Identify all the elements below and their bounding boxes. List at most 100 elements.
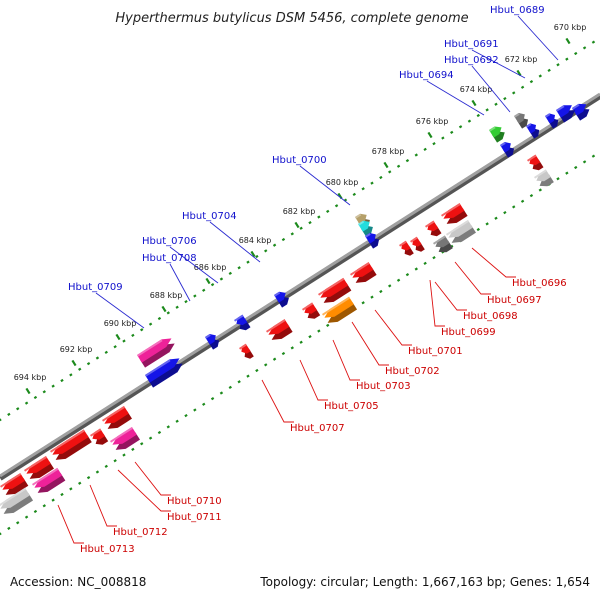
gene-hbut-0691b[interactable] [545, 111, 561, 129]
tick-dot [361, 187, 365, 191]
tick-dot [308, 221, 312, 225]
tick-dot [352, 192, 356, 197]
gene-hbut-0690[interactable] [556, 101, 578, 123]
gene-hbut-0712b-highlight [24, 456, 48, 472]
gene-hbut-0707[interactable] [239, 343, 254, 361]
gene-hbut-0697[interactable] [446, 220, 476, 247]
gene-label-reverse[interactable]: Hbut_0707 [290, 423, 345, 434]
gene-label-reverse[interactable]: Hbut_0713 [80, 544, 135, 555]
gene-hbut-0696a[interactable] [527, 154, 544, 173]
gene-hbut-0699-highlight [410, 236, 418, 243]
tick-dot [388, 284, 392, 288]
gene-label-reverse[interactable]: Hbut_0701 [408, 346, 463, 357]
gene-hbut-0692[interactable] [514, 111, 530, 129]
gene-label-reverse[interactable]: Hbut_0712 [113, 527, 168, 538]
gene-hbut-0706[interactable] [234, 314, 251, 333]
tick-dot [184, 299, 188, 304]
gene-label-reverse[interactable]: Hbut_0702 [385, 366, 440, 377]
tick-dot [379, 175, 383, 180]
gene-hbut-0712b[interactable] [24, 456, 54, 483]
gene-hbut-0713a[interactable] [0, 473, 29, 499]
gene-hbut-0713b[interactable] [0, 487, 34, 518]
tick-dot [264, 249, 268, 253]
gene-labels: Hbut_0689 Hbut_0691 Hbut_0692 Hbut_0694 Hbut… [68, 5, 567, 555]
gene-hbut-0708[interactable] [205, 332, 221, 350]
gene-hbut-0711b[interactable] [90, 428, 109, 448]
gene-hbut-0711[interactable] [110, 427, 140, 454]
gene-label-forward[interactable]: Hbut_0704 [182, 211, 237, 222]
tick-dot [290, 346, 294, 350]
leader-line [454, 261, 491, 295]
gene-hbut-0703[interactable] [322, 296, 358, 327]
tick-dot [529, 194, 534, 198]
gene-label-reverse[interactable]: Hbut_0711 [167, 512, 222, 523]
gene-label-reverse[interactable]: Hbut_0705 [324, 401, 379, 412]
gene-label-reverse[interactable]: Hbut_0703 [356, 381, 411, 392]
tick-dot [317, 329, 321, 333]
gene-label-reverse[interactable]: Hbut_0697 [487, 295, 542, 306]
gene-hbut-0701[interactable] [350, 262, 377, 286]
tick-dot [219, 391, 224, 395]
tick-dot [388, 170, 392, 174]
gene-label-forward[interactable]: Hbut_0691 [444, 39, 499, 50]
leader-line [471, 65, 511, 113]
leader-line [169, 263, 191, 302]
gene-hbut-0713-highlight [32, 467, 59, 486]
tick-dot [122, 453, 126, 457]
leader-line [471, 49, 526, 79]
tick-dot [33, 509, 38, 514]
gene-hbut-0713-body [34, 467, 63, 488]
gene-label-reverse[interactable]: Hbut_0699 [441, 327, 496, 338]
gene-hbut-0706-highlight [234, 314, 244, 322]
gene-hbut-0712-highlight [50, 429, 85, 453]
leader-line [471, 247, 516, 278]
gene-hbut-0700-highlight [358, 220, 365, 226]
leader-line [426, 80, 485, 116]
gene-label-reverse[interactable]: Hbut_0698 [463, 311, 518, 322]
gene-label-forward[interactable]: Hbut_0706 [142, 236, 197, 247]
gene-hbut-0711b-body [92, 428, 105, 440]
gene-hbut-0709[interactable] [137, 335, 177, 368]
leader-line [209, 221, 261, 263]
gene-hbut-0695[interactable] [500, 140, 516, 158]
gene-hbut-0699[interactable] [410, 236, 425, 254]
gene-hbut-0704[interactable] [274, 289, 291, 308]
major-tick-mark [25, 387, 31, 395]
gene-hbut-0699b[interactable] [399, 240, 414, 258]
gene-hbut-0705b[interactable] [266, 319, 293, 343]
gene-hbut-0691[interactable] [526, 121, 542, 139]
gene-hbut-0700b[interactable] [365, 231, 381, 249]
gene-hbut-0709b[interactable] [145, 355, 185, 388]
gene-hbut-0702[interactable] [318, 277, 352, 307]
gene-hbut-0694[interactable] [489, 124, 507, 143]
tick-dot [326, 209, 330, 213]
gene-label-reverse[interactable]: Hbut_0696 [512, 278, 567, 289]
gene-label-forward[interactable]: Hbut_0689 [490, 5, 545, 16]
tick-dot [281, 237, 286, 242]
gene-hbut-0707-highlight [239, 343, 247, 350]
gene-label-forward[interactable]: Hbut_0692 [444, 55, 499, 66]
gene-hbut-0696b[interactable] [534, 169, 554, 189]
gene-hbut-0710[interactable] [102, 406, 132, 433]
gene-label-forward[interactable]: Hbut_0708 [142, 253, 197, 264]
tick-dot [148, 436, 153, 440]
gene-hbut-0696[interactable] [441, 203, 468, 227]
tick-dot [113, 459, 117, 463]
tick-dot [503, 210, 507, 215]
tick-dot [113, 345, 117, 349]
gene-label-reverse[interactable]: Hbut_0710 [167, 496, 222, 507]
tick-dot [494, 102, 498, 106]
gene-hbut-0689[interactable] [572, 100, 592, 121]
major-tick-mark [161, 305, 167, 313]
gene-label-forward[interactable]: Hbut_0694 [399, 70, 454, 81]
gene-label-forward[interactable]: Hbut_0700 [272, 155, 327, 166]
tick-dot [485, 222, 489, 226]
gene-hbut-0699a[interactable] [425, 220, 442, 239]
tick-dot [157, 430, 162, 435]
gene-label-forward[interactable]: Hbut_0709 [68, 282, 123, 293]
gene-hbut-0712[interactable] [50, 429, 92, 464]
gene-hbut-0698[interactable] [433, 235, 453, 255]
gene-hbut-0705[interactable] [302, 302, 321, 322]
gene-hbut-0713[interactable] [32, 467, 66, 497]
gene-hbut-0713a-shadow [5, 478, 29, 495]
